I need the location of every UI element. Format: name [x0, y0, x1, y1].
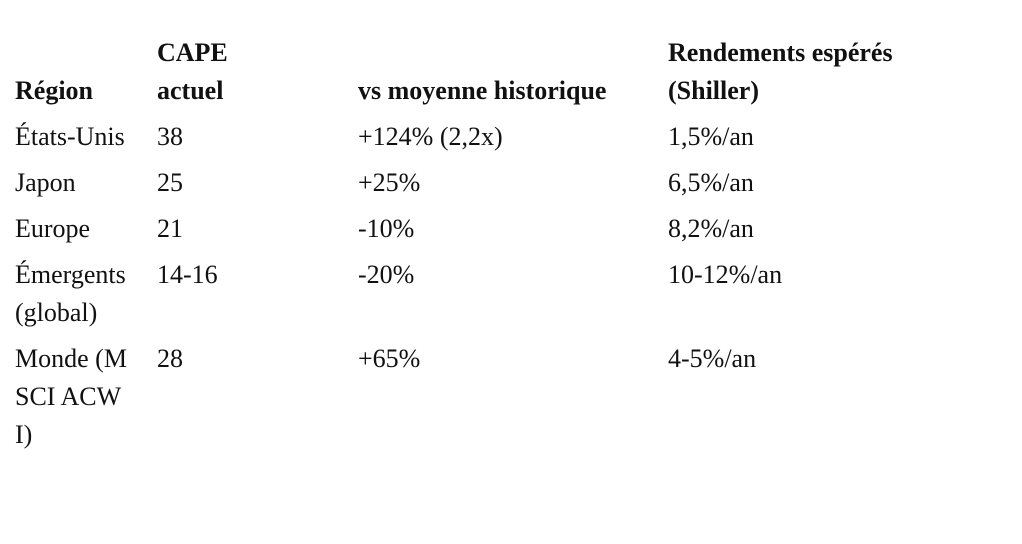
table-cell: Japon	[15, 160, 157, 206]
cell-text: 28	[157, 344, 183, 373]
table-cell: +65%	[358, 336, 668, 458]
table-cell: 14-16	[157, 252, 358, 336]
header-cell: Rendements espérés (Shiller)	[668, 30, 1008, 114]
cell-text: 38	[157, 122, 183, 151]
cell-text: 10-12%/an	[668, 260, 783, 289]
cell-text: 21	[157, 214, 183, 243]
header-cell: Région	[15, 30, 157, 114]
cell-text: -10%	[358, 214, 415, 243]
table-cell: Europe	[15, 206, 157, 252]
table-cell: +25%	[358, 160, 668, 206]
cape-table: Région CAPE actuel vs moyenne historique Re…	[15, 30, 1008, 458]
cell-text: 25	[157, 168, 183, 197]
table-cell: 8,2%/an	[668, 206, 1008, 252]
table-row: Émergents (global) 14-16 -20% 10-12%/an	[15, 252, 1008, 336]
cell-text: 1,5%/an	[668, 122, 754, 151]
table-row: Japon 25 +25% 6,5%/an	[15, 160, 1008, 206]
cell-text: 8,2%/an	[668, 214, 754, 243]
table-cell: Émergents (global)	[15, 252, 157, 336]
table-row: Monde (MSCI ACWI) 28 +65% 4-5%/an	[15, 336, 1008, 458]
table-cell: 38	[157, 114, 358, 160]
cell-text: +124% (2,2x)	[358, 122, 503, 151]
cell-text: +65%	[358, 344, 421, 373]
cell-text: États-Unis	[15, 122, 125, 151]
table-row: États-Unis 38 +124% (2,2x) 1,5%/an	[15, 114, 1008, 160]
header-cell: CAPE actuel	[157, 30, 358, 114]
cell-text: 4-5%/an	[668, 344, 757, 373]
table-cell: Monde (MSCI ACWI)	[15, 336, 157, 458]
header-row: Région CAPE actuel vs moyenne historique Re…	[15, 30, 1008, 114]
cell-text: Europe	[15, 214, 91, 243]
cell-text: CAPE actuel	[157, 38, 228, 105]
cell-text: Japon	[15, 168, 76, 197]
cell-text: vs moyenne historique	[358, 76, 607, 105]
cell-text: Émergents (global)	[15, 260, 126, 327]
cell-text: +25%	[358, 168, 421, 197]
table-cell: 21	[157, 206, 358, 252]
cell-text: 6,5%/an	[668, 168, 754, 197]
table-row: Europe 21 -10% 8,2%/an	[15, 206, 1008, 252]
table-cell: 1,5%/an	[668, 114, 1008, 160]
table-cell: -10%	[358, 206, 668, 252]
table-cell: 28	[157, 336, 358, 458]
table-cell: -20%	[358, 252, 668, 336]
table-cell: 4-5%/an	[668, 336, 1008, 458]
table-cell: 6,5%/an	[668, 160, 1008, 206]
cell-text: Région	[15, 76, 93, 105]
table-body: États-Unis 38 +124% (2,2x) 1,5%/an Japon 25 +2…	[15, 114, 1008, 458]
cell-text: Rendements espérés (Shiller)	[668, 38, 893, 105]
cell-text: 14-16	[157, 260, 218, 289]
table-cell: +124% (2,2x)	[358, 114, 668, 160]
table-cell: États-Unis	[15, 114, 157, 160]
cell-text: -20%	[358, 260, 415, 289]
cell-text: Monde (MSCI ACWI)	[15, 344, 127, 449]
header-cell: vs moyenne historique	[358, 30, 668, 114]
table-cell: 10-12%/an	[668, 252, 1008, 336]
table-cell: 25	[157, 160, 358, 206]
